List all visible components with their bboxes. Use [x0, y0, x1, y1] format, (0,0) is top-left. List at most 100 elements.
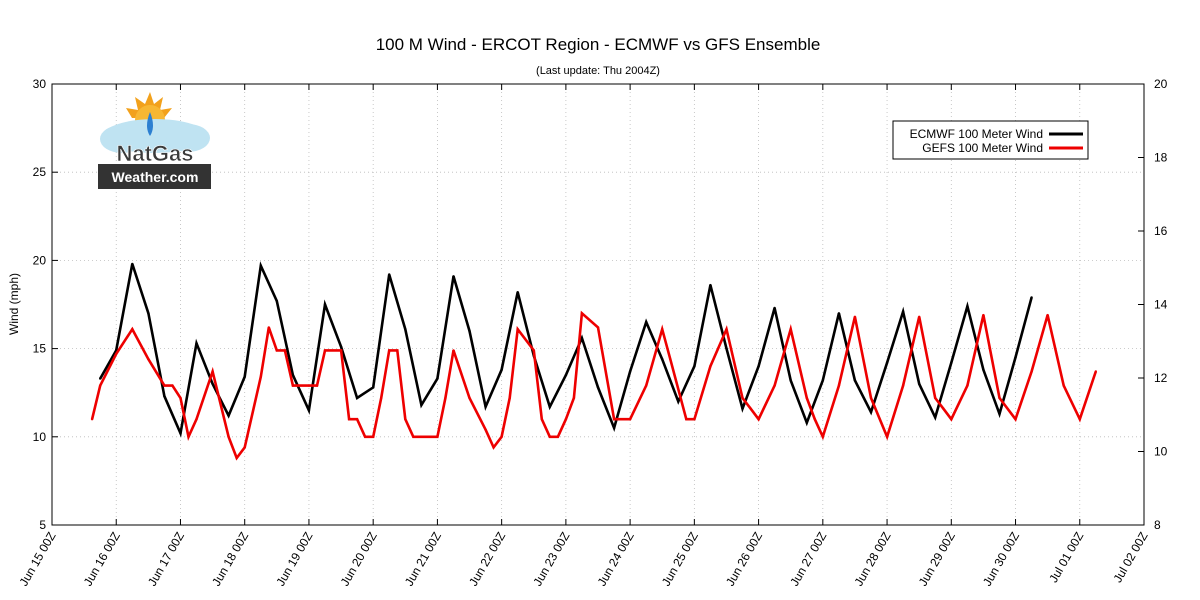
data-point-gefs	[508, 396, 511, 400]
data-point-gefs	[1014, 418, 1017, 421]
logo-banner	[98, 164, 211, 189]
data-point-gefs	[532, 349, 535, 352]
legend-box	[892, 120, 1089, 160]
data-point-ecmwf	[307, 409, 311, 412]
data-point-gefs	[773, 384, 776, 387]
x-tick-label: Jun 20 00Z	[338, 530, 380, 589]
data-point-gefs	[805, 396, 808, 400]
x-tick-label: Jun 17 00Z	[145, 530, 187, 589]
data-point-gefs	[942, 407, 945, 410]
series-line-gefs	[90, 310, 1098, 461]
y2-tick-label: 12	[1154, 371, 1168, 385]
data-point-gefs	[548, 435, 551, 438]
data-point-gefs	[347, 418, 351, 421]
data-point-ecmwf	[131, 262, 134, 266]
data-point-gefs	[813, 418, 816, 421]
data-point-gefs	[380, 396, 383, 400]
data-point-gefs	[1078, 418, 1082, 421]
flame-icon	[147, 112, 153, 136]
data-point-gefs	[1046, 313, 1049, 317]
data-point-gefs	[661, 328, 664, 331]
data-point-ecmwf	[950, 361, 953, 364]
x-tick-label: Jun 22 00Z	[466, 530, 508, 589]
data-point-gefs	[500, 435, 503, 438]
data-point-gefs	[396, 349, 399, 352]
data-point-ecmwf	[837, 312, 841, 315]
data-point-gefs	[596, 326, 600, 329]
data-point-ecmwf	[998, 412, 1001, 416]
data-point-gefs	[90, 418, 94, 421]
x-tick-label: Jun 29 00Z	[916, 530, 958, 589]
data-point-gefs	[307, 384, 311, 387]
data-point-gefs	[1094, 370, 1098, 373]
data-point-gefs	[444, 396, 447, 400]
data-point-gefs	[259, 375, 262, 378]
data-point-gefs	[901, 384, 905, 387]
data-point-gefs	[1030, 370, 1033, 373]
data-point-gefs	[452, 349, 455, 352]
x-tick-label: Jun 28 00Z	[852, 530, 894, 589]
data-point-ecmwf	[99, 377, 102, 380]
data-point-ecmwf	[677, 400, 680, 403]
data-point-gefs	[628, 418, 632, 421]
data-point-gefs	[468, 396, 471, 400]
data-point-ecmwf	[484, 405, 487, 408]
data-point-gefs	[171, 384, 174, 387]
data-point-gefs	[420, 435, 423, 438]
data-point-ecmwf	[388, 273, 391, 276]
data-point-gefs	[612, 418, 616, 421]
x-tick-label: Jun 16 00Z	[81, 530, 123, 589]
data-point-ecmwf	[500, 368, 503, 371]
data-point-gefs	[115, 352, 118, 356]
data-point-gefs	[869, 396, 873, 400]
data-point-gefs	[620, 418, 624, 421]
chart-subtitle: (Last update: Thu 2004Z)	[536, 65, 660, 77]
data-point-ecmwf	[901, 310, 905, 313]
data-point-gefs	[540, 418, 543, 421]
data-point-gefs	[404, 418, 407, 421]
data-point-gefs	[821, 435, 824, 438]
data-point-ecmwf	[885, 361, 889, 364]
x-tick-label: Jun 18 00Z	[209, 530, 251, 589]
x-tick-label: Jul 01 00Z	[1046, 530, 1086, 586]
data-point-gefs	[693, 418, 696, 421]
data-point-gefs	[412, 435, 415, 438]
y2-tick-label: 8	[1154, 518, 1161, 532]
data-point-ecmwf	[163, 395, 166, 398]
data-point-gefs	[1062, 384, 1065, 387]
data-point-gefs	[749, 407, 752, 410]
data-point-gefs	[283, 349, 287, 352]
data-point-ecmwf	[580, 336, 584, 340]
data-point-ecmwf	[1030, 296, 1033, 299]
data-point-ecmwf	[227, 414, 230, 417]
data-point-gefs	[789, 328, 792, 331]
data-point-ecmwf	[821, 379, 824, 382]
y-tick-label: 10	[33, 430, 47, 444]
data-point-gefs	[315, 384, 319, 387]
y-axis-label: Wind (mph)	[7, 273, 21, 335]
data-point-gefs	[484, 428, 487, 431]
data-point-gefs	[211, 370, 214, 373]
data-point-gefs	[355, 418, 359, 421]
data-point-ecmwf	[147, 312, 150, 315]
data-point-ecmwf	[259, 264, 262, 267]
data-point-gefs	[685, 418, 688, 421]
data-point-ecmwf	[661, 358, 664, 361]
data-point-ecmwf	[982, 368, 985, 371]
data-point-gefs	[950, 418, 953, 421]
data-point-ecmwf	[869, 410, 873, 414]
data-point-ecmwf	[612, 426, 616, 430]
legend: ECMWF 100 Meter Wind GEFS 100 Meter Wind	[892, 120, 1089, 160]
data-point-ecmwf	[548, 405, 551, 408]
x-tick-label: Jun 24 00Z	[595, 530, 637, 589]
y-tick-label: 25	[33, 165, 47, 179]
data-point-gefs	[934, 396, 937, 400]
data-point-ecmwf	[452, 275, 455, 278]
data-point-gefs	[725, 328, 728, 331]
data-point-ecmwf	[211, 382, 214, 386]
data-point-gefs	[179, 396, 182, 400]
data-point-ecmwf	[468, 329, 471, 333]
chart-title: 100 M Wind - ERCOT Region - ECMWF vs GFS…	[376, 35, 821, 54]
data-point-ecmwf	[773, 306, 776, 310]
